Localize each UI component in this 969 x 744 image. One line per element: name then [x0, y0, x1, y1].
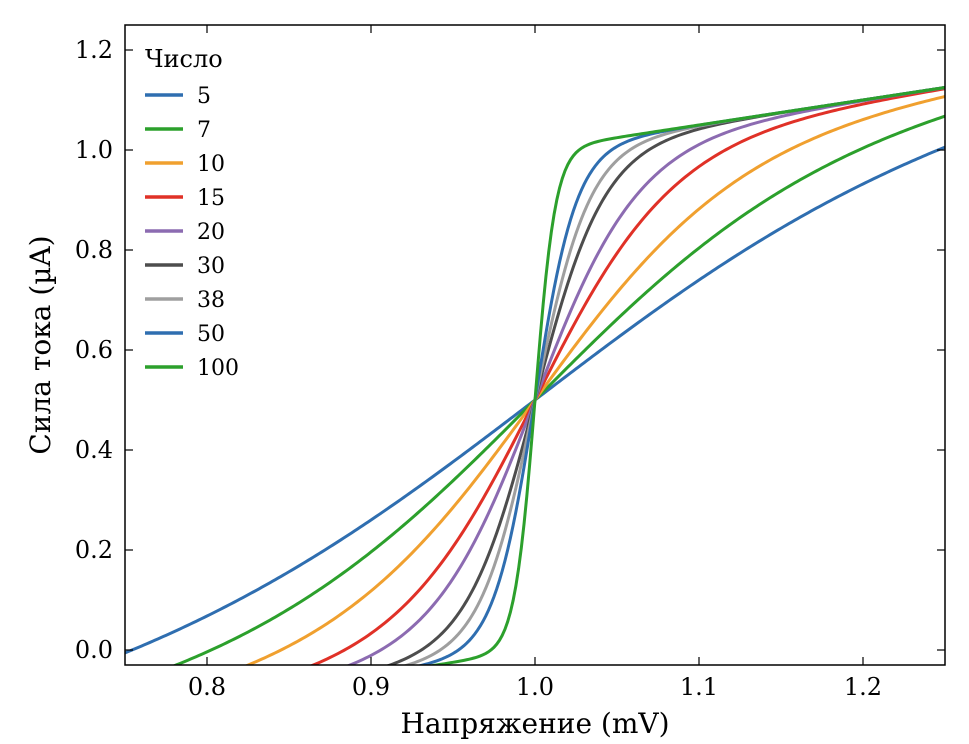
xtick-label: 1.0	[516, 673, 554, 701]
ytick-label: 1.0	[75, 136, 113, 164]
ytick-label: 0.6	[75, 336, 113, 364]
chart-bg	[0, 0, 969, 744]
xtick-label: 1.1	[680, 673, 718, 701]
ytick-label: 1.2	[75, 36, 113, 64]
legend-label: 5	[197, 84, 211, 109]
legend-label: 38	[197, 288, 225, 313]
iv-chart: 0.8 0.9 1.0 1.1 1.2 0.0 0.2 0.4 0.6 0.8 1.0 1.2 Напр…	[0, 0, 969, 744]
xtick-label: 0.8	[188, 673, 226, 701]
legend-label: 30	[197, 254, 225, 279]
legend-label: 7	[197, 118, 211, 143]
ytick-label: 0.2	[75, 536, 113, 564]
legend-title: Число	[145, 45, 223, 73]
ylabel: Сила тока (µA)	[24, 235, 57, 454]
xlabel: Напряжение (mV)	[400, 707, 669, 740]
legend-label: 10	[197, 152, 225, 177]
ytick-label: 0.4	[75, 436, 113, 464]
ytick-label: 0.0	[75, 636, 113, 664]
legend-label: 20	[197, 220, 225, 245]
xtick-label: 1.2	[844, 673, 882, 701]
xtick-label: 0.9	[352, 673, 390, 701]
legend-label: 15	[197, 186, 225, 211]
ytick-label: 0.8	[75, 236, 113, 264]
legend-label: 50	[197, 322, 225, 347]
legend-label: 100	[197, 356, 239, 381]
